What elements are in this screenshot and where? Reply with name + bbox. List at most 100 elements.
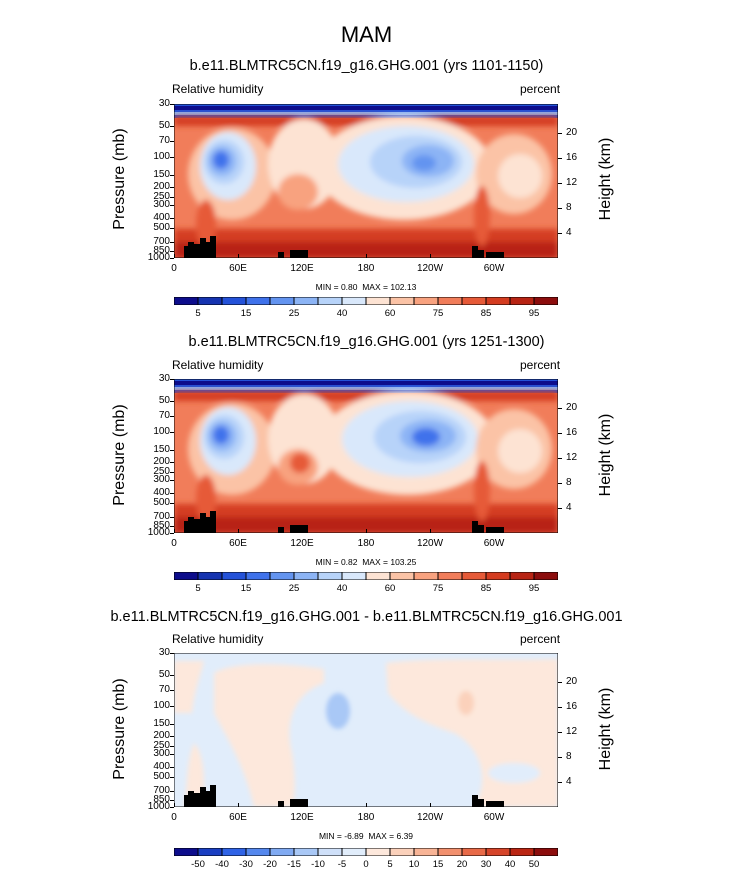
panel-1-ytick-label: 1000 bbox=[147, 252, 170, 263]
panel-1-ytick-mark bbox=[170, 227, 174, 229]
panel-1-colorbar-box bbox=[222, 297, 246, 305]
panel-2-ytick-label: 700 bbox=[153, 511, 170, 523]
panel-2-ytick-label: 850 bbox=[153, 519, 170, 531]
panel-1-ytick-mark bbox=[170, 217, 174, 219]
panel-3-ytick-right-mark bbox=[558, 731, 562, 733]
panel-2-ytick-mark bbox=[170, 472, 174, 474]
panel-1-ytick-label: 100 bbox=[153, 150, 170, 162]
panel-3-colorbar-box bbox=[342, 848, 366, 856]
panel-3-colorbar-label: -10 bbox=[311, 859, 325, 870]
panel-3-ytick-mark bbox=[170, 675, 174, 677]
panel-3-colorbar-label: 20 bbox=[456, 859, 468, 870]
panel-2-ytick-right-label: 12 bbox=[566, 451, 578, 463]
panel-1-ylabel-right: Height (km) bbox=[597, 137, 614, 221]
panel-1-colorbar-label: 5 bbox=[195, 308, 201, 319]
panel-3-ytick-right-mark bbox=[558, 706, 562, 708]
panel-1-colorbar-box bbox=[462, 297, 486, 305]
panel-1-ytick-label: 500 bbox=[153, 221, 170, 233]
panel-3-colorbar-label: 15 bbox=[432, 859, 444, 870]
panel-2-colorbar-label: 25 bbox=[288, 583, 300, 594]
panel-2-colorbar-box bbox=[174, 572, 198, 580]
panel-3-ytick-mark bbox=[170, 746, 174, 748]
panel-1-colorbar-label: 85 bbox=[480, 308, 492, 319]
panel-3-min-label: MIN = bbox=[318, 831, 342, 841]
panel-2-ytick-label: 50 bbox=[158, 395, 170, 407]
panel-2-ytick-right-mark bbox=[558, 457, 562, 459]
panel-3-ytick-label: 100 bbox=[153, 699, 170, 711]
panel-3-left-label: Relative humidity bbox=[172, 632, 264, 646]
panel-1-colorbar-label: 95 bbox=[528, 308, 540, 319]
panel-1-xtick-label: 120E bbox=[290, 263, 314, 274]
panel-1-colorbar-label: 40 bbox=[336, 308, 348, 319]
panel-2-ytick-label: 400 bbox=[153, 486, 170, 498]
panel-2-ytick-mark bbox=[170, 525, 174, 527]
panel-1-colorbar-box bbox=[390, 297, 414, 305]
panel-3-xtick-mark bbox=[366, 803, 367, 807]
panel-2-ytick-mark bbox=[170, 431, 174, 433]
panel-1-minmax: MIN = 0.80 MAX = 102.13 bbox=[174, 282, 558, 292]
panel-2-xtick-label: 60W bbox=[483, 538, 505, 549]
panel-3-colorbar-box bbox=[414, 848, 438, 856]
panel-2-ytick-label: 30 bbox=[158, 373, 170, 384]
panel-1-colorbar-label: 15 bbox=[240, 308, 252, 319]
panel-2-colorbar-box bbox=[486, 572, 510, 580]
panel-2-colorbar-label: 60 bbox=[384, 583, 396, 594]
panel-2-max-label: MAX = bbox=[362, 557, 388, 567]
panel-1-ytick-mark bbox=[170, 205, 174, 207]
panel-3-colorbar-box bbox=[438, 848, 462, 856]
panel-2-colorbar-label: 15 bbox=[240, 583, 252, 594]
panel-1-xtick-mark bbox=[174, 254, 175, 258]
panel-1-ytick-mark bbox=[170, 197, 174, 199]
panel-3-xtick-mark bbox=[238, 803, 239, 807]
panel-3-title: b.e11.BLMTRC5CN.f19_g16.GHG.001 - b.e11.… bbox=[110, 609, 623, 625]
panel-3-ytick-mark bbox=[170, 766, 174, 768]
panel-3-ytick-mark bbox=[170, 653, 174, 654]
panel-1-ytick-label: 850 bbox=[153, 244, 170, 256]
panel-1-ytick-right-label: 16 bbox=[566, 151, 578, 163]
panel-3-xtick-label: 0 bbox=[171, 812, 177, 823]
panel-2-ytick-label: 100 bbox=[153, 425, 170, 437]
panel-3-colorbar-label: 30 bbox=[480, 859, 492, 870]
panel-1-title: b.e11.BLMTRC5CN.f19_g16.GHG.001 (yrs 110… bbox=[189, 58, 544, 74]
panel-1-ytick-mark bbox=[170, 187, 174, 189]
panel-3-colorbar-box bbox=[534, 848, 558, 856]
panel-2-ytick-label: 250 bbox=[153, 466, 170, 478]
panel-2-ytick-label: 200 bbox=[153, 456, 170, 468]
panel-2-xtick-label: 0 bbox=[171, 538, 177, 549]
panel-2-colorbar-label: 95 bbox=[528, 583, 540, 594]
panel-3-ytick-right-label: 16 bbox=[566, 700, 578, 712]
panel-3-colorbar-box bbox=[294, 848, 318, 856]
panel-3-ytick-label: 400 bbox=[153, 760, 170, 772]
panel-2-colorbar-box bbox=[198, 572, 222, 580]
panel-2-ytick-mark bbox=[170, 533, 174, 534]
panel-2-xtick-mark bbox=[174, 529, 175, 533]
panel-3-ytick-mark bbox=[170, 705, 174, 707]
panel-2-colorbar-box bbox=[318, 572, 342, 580]
panel-3-ytick-mark bbox=[170, 754, 174, 756]
panel-1-ytick-mark bbox=[170, 242, 174, 244]
panel-1-ytick-mark bbox=[170, 156, 174, 158]
panel-3-ylabel: Pressure (mb) bbox=[111, 678, 128, 780]
panel-3-ytick-label: 250 bbox=[153, 740, 170, 752]
panel-1-ytick-right-mark bbox=[558, 157, 562, 159]
panel-2-ytick-right-mark bbox=[558, 507, 562, 509]
panel-1-colorbar-box bbox=[510, 297, 534, 305]
panel-3-colorbar-label: 50 bbox=[528, 859, 540, 870]
panel-1-ytick-mark bbox=[170, 258, 174, 259]
panel-2-colorbar-box bbox=[510, 572, 534, 580]
panel-3-xtick-label: 180 bbox=[357, 812, 375, 823]
panel-2-field bbox=[174, 379, 558, 533]
panel-3-ytick-right-mark bbox=[558, 681, 562, 683]
panel-3-colorbar-label: 40 bbox=[504, 859, 516, 870]
panel-3-colorbar-box bbox=[270, 848, 294, 856]
panel-3-xtick-mark bbox=[494, 803, 495, 807]
panel-2-colorbar-label: 85 bbox=[480, 583, 492, 594]
panel-3-xtick-mark bbox=[174, 803, 175, 807]
panel-3-xtick-mark bbox=[302, 803, 303, 807]
panel-2-colorbar-label: 5 bbox=[195, 583, 201, 594]
panel-1-max-label: MAX = bbox=[362, 282, 388, 292]
panel-2-ytick-mark bbox=[170, 416, 174, 418]
panel-2-ytick-right-label: 16 bbox=[566, 426, 578, 438]
panel-1-ytick-label: 250 bbox=[153, 191, 170, 203]
panel-3-xtick-label: 120E bbox=[290, 812, 314, 823]
